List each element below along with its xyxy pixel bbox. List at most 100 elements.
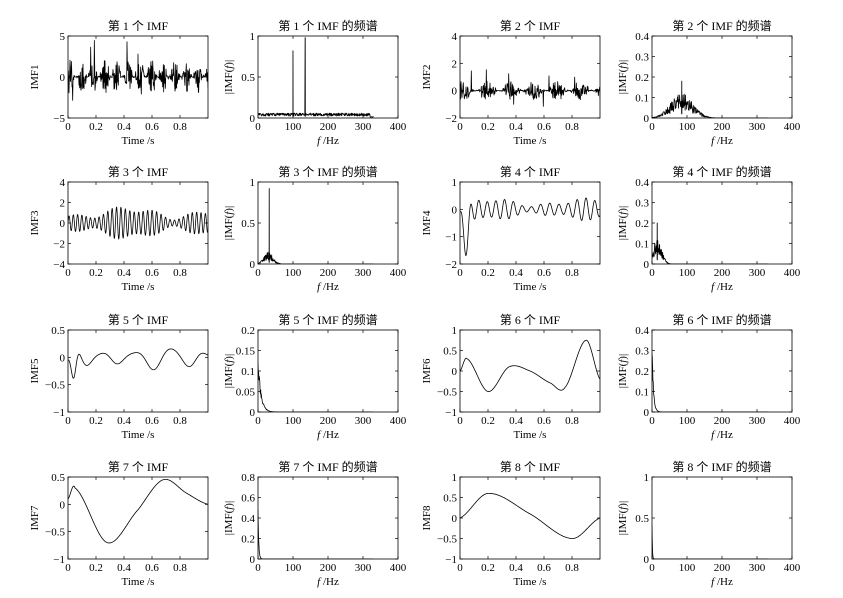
x-tick-label: 0.4 — [509, 562, 523, 574]
series-line — [460, 492, 600, 539]
y-axis-label: |IMF(f)| — [617, 354, 629, 388]
y-tick-label: 0.3 — [635, 346, 649, 358]
y-tick-label: −2 — [445, 259, 457, 271]
y-tick-label: 0 — [250, 407, 256, 419]
x-tick-label: 0.8 — [173, 267, 187, 279]
x-tick-label: 300 — [749, 415, 766, 427]
y-tick-label: −0.5 — [437, 387, 457, 399]
plot-frame — [257, 181, 399, 265]
y-tick-label: 1 — [452, 177, 458, 189]
x-tick-label: 0.4 — [509, 415, 523, 427]
x-axis-label: Time /s — [122, 429, 155, 441]
x-axis-label: Time /s — [122, 135, 155, 147]
y-tick-label: 0.2 — [241, 534, 255, 546]
plot-frame — [257, 476, 399, 560]
y-tick-label: −0.5 — [45, 527, 65, 539]
y-axis-label: IMF5 — [29, 358, 41, 384]
x-tick-label: 300 — [749, 267, 766, 279]
y-tick-label: 5 — [60, 31, 66, 43]
x-tick-label: 100 — [285, 562, 302, 574]
x-tick-label: 0.6 — [537, 121, 551, 133]
plot-frame — [651, 181, 793, 265]
x-tick-label: 400 — [784, 562, 801, 574]
x-tick-label: 0.2 — [89, 562, 103, 574]
y-tick-label: −0.5 — [437, 534, 457, 546]
series-line — [68, 478, 208, 544]
x-axis-label: Time /s — [514, 576, 547, 588]
y-tick-label: 1 — [452, 325, 458, 337]
x-tick-label: 0 — [649, 121, 655, 133]
x-tick-label: 0.8 — [173, 562, 187, 574]
x-tick-label: 0 — [457, 121, 463, 133]
y-tick-label: 0 — [60, 499, 66, 511]
y-tick-label: 0.15 — [236, 346, 256, 358]
x-tick-label: 100 — [679, 267, 696, 279]
x-tick-label: 400 — [784, 415, 801, 427]
x-tick-label: 400 — [784, 267, 801, 279]
y-tick-label: −2 — [53, 239, 65, 251]
y-tick-label: 0.4 — [635, 325, 649, 337]
subplot-16: 第 8 个 IMF 的频谱 0 100 200 300 400 1 0.5 0 f /Hz |IMF… — [617, 459, 801, 588]
y-tick-label: 0.5 — [51, 472, 65, 484]
y-tick-label: 0 — [644, 407, 650, 419]
series-line — [258, 37, 374, 118]
series-line — [68, 40, 208, 101]
x-axis-label: f /Hz — [711, 576, 733, 588]
x-tick-label: 0.6 — [145, 267, 159, 279]
x-tick-label: 300 — [355, 562, 372, 574]
x-tick-label: 300 — [355, 267, 372, 279]
y-tick-label: 0.4 — [635, 177, 649, 189]
x-axis-label: f /Hz — [317, 281, 339, 293]
x-tick-label: 0.2 — [481, 562, 495, 574]
y-tick-label: 1 — [250, 31, 256, 43]
x-tick-label: 400 — [784, 121, 801, 133]
x-tick-label: 100 — [679, 562, 696, 574]
subplot-title: 第 2 个 IMF — [500, 19, 561, 33]
y-tick-label: 0.1 — [241, 366, 255, 378]
y-tick-label: −1 — [53, 554, 65, 566]
x-tick-label: 100 — [679, 415, 696, 427]
x-tick-label: 0.2 — [89, 267, 103, 279]
y-tick-label: 0.4 — [241, 513, 255, 525]
x-tick-label: 0.6 — [145, 121, 159, 133]
y-axis-label: |IMF(f)| — [223, 501, 235, 535]
subplot-title: 第 1 个 IMF — [108, 19, 169, 33]
y-tick-label: 0 — [452, 513, 458, 525]
subplot-11: 第 6 个 IMF 0 0.2 0.4 0.6 0.8 1 0.5 0 −0.5 −1 Time /s… — [421, 313, 601, 441]
x-axis-label: Time /s — [514, 135, 547, 147]
y-tick-label: 0.6 — [241, 493, 255, 505]
x-tick-label: 0 — [65, 267, 71, 279]
x-axis-label: f /Hz — [317, 576, 339, 588]
y-tick-label: 0.5 — [241, 72, 255, 84]
x-tick-label: 200 — [714, 267, 731, 279]
subplot-title: 第 7 个 IMF — [108, 460, 169, 474]
x-tick-label: 200 — [320, 267, 337, 279]
subplot-title: 第 4 个 IMF — [500, 165, 561, 179]
x-tick-label: 0.4 — [117, 562, 131, 574]
subplot-4: 第 2 个 IMF 的频谱 0 100 200 300 400 0.4 0.3 0.2 0.1 0 f… — [617, 18, 801, 147]
x-tick-label: 300 — [355, 121, 372, 133]
y-tick-label: −1 — [445, 407, 457, 419]
y-tick-label: −1 — [445, 232, 457, 244]
x-tick-label: 300 — [749, 121, 766, 133]
y-tick-label: 0.3 — [635, 52, 649, 64]
x-axis-label: Time /s — [514, 281, 547, 293]
subplot-title: 第 8 个 IMF 的频谱 — [672, 459, 771, 474]
plot-frame — [257, 329, 399, 413]
y-tick-label: 0.5 — [241, 218, 255, 230]
y-axis-label: IMF1 — [29, 64, 41, 89]
y-tick-label: 0.3 — [635, 198, 649, 210]
x-tick-label: 200 — [714, 415, 731, 427]
x-tick-label: 0 — [255, 121, 261, 133]
x-tick-label: 0.2 — [481, 121, 495, 133]
x-tick-label: 0.8 — [565, 415, 579, 427]
y-tick-label: 0 — [250, 554, 256, 566]
y-tick-label: 1 — [452, 472, 458, 484]
x-tick-label: 400 — [390, 562, 407, 574]
x-axis-label: f /Hz — [711, 281, 733, 293]
x-axis-label: f /Hz — [317, 429, 339, 441]
y-tick-label: 0 — [250, 113, 256, 125]
subplot-14: 第 7 个 IMF 的频谱 0 100 200 300 400 0.8 0.6 0.4 0.2 0 f… — [223, 459, 407, 588]
y-axis-label: |IMF(f)| — [223, 60, 235, 94]
y-tick-label: 0.4 — [635, 31, 649, 43]
